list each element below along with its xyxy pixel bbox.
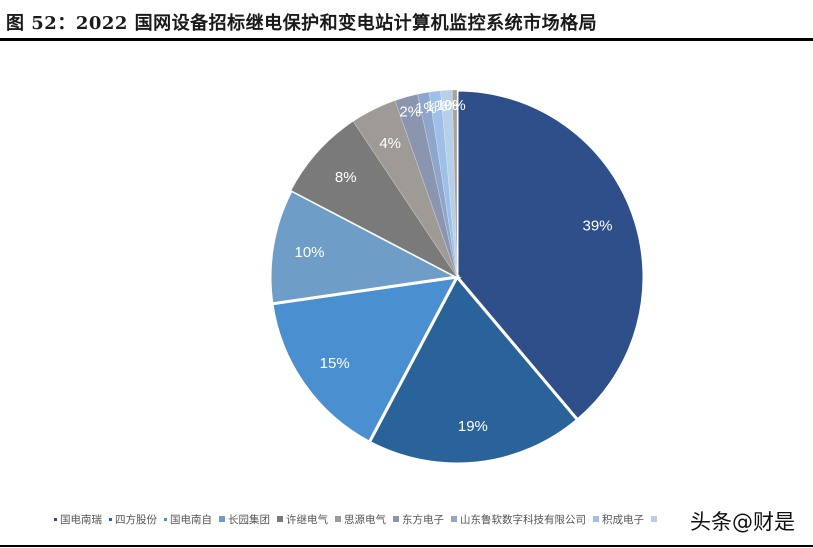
- slice-value-label: 15%: [320, 355, 350, 372]
- pie-slice: [417, 91, 458, 278]
- bottom-rule-divider: [0, 545, 813, 547]
- pie-data-labels: 39%19%15%10%8%4%2%1%1%1%0%: [295, 97, 613, 435]
- legend-item: 东方电子: [393, 512, 444, 527]
- pie-slices: [268, 88, 646, 466]
- legend-swatch-icon: [164, 517, 167, 521]
- legend-swatch-icon: [393, 516, 399, 522]
- legend-item: 积成电子: [593, 512, 644, 527]
- legend-label: 山东鲁软数字科技有限公司: [460, 513, 586, 526]
- legend-swatch-icon: [277, 516, 283, 522]
- slice-value-label: 2%: [399, 103, 421, 120]
- slice-value-label: 1%: [415, 100, 437, 117]
- legend-swatch-icon: [54, 517, 57, 521]
- legend-label: 国电南自: [170, 513, 212, 526]
- pie-slice: [428, 90, 458, 278]
- pie-slice: [394, 93, 458, 278]
- legend-item: 山东鲁软数字科技有限公司: [451, 512, 586, 527]
- legend-item: 思源电气: [335, 512, 386, 527]
- figure-title: 图 52：2022 国网设备招标继电保护和变电站计算机监控系统市场格局: [6, 13, 598, 34]
- pie-slice: [270, 275, 460, 445]
- legend-label: 东方电子: [402, 513, 444, 526]
- slice-value-label: 19%: [458, 418, 488, 435]
- slice-value-label: 1%: [436, 97, 458, 114]
- top-rule-divider: [0, 38, 813, 41]
- pie-chart: 39%19%15%10%8%4%2%1%1%1%0%: [268, 88, 646, 466]
- watermark-text: 头条@财是: [688, 506, 797, 536]
- legend-label: 四方股份: [115, 513, 157, 526]
- legend-item: [651, 516, 660, 522]
- slice-value-label: 39%: [582, 218, 612, 235]
- legend-label: 长园集团: [228, 513, 270, 526]
- legend-swatch-icon: [335, 516, 341, 522]
- legend-swatch-icon: [219, 516, 225, 522]
- pie-slice: [367, 274, 580, 466]
- legend-label: 积成电子: [602, 513, 644, 526]
- slice-value-label: 4%: [379, 135, 401, 152]
- pie-slice: [352, 100, 458, 278]
- legend-item: 许继电气: [277, 512, 328, 527]
- legend-item: 国电南自: [164, 512, 212, 527]
- slice-value-label: 10%: [295, 244, 325, 261]
- legend-label: 思源电气: [344, 513, 386, 526]
- chart-legend: 国电南瑞 四方股份 国电南自 长园集团 许继电气 思源电气 东方电子 山东鲁软数字科技有限公司…: [54, 511, 660, 527]
- legend-swatch-icon: [451, 516, 457, 522]
- legend-label: 许继电气: [286, 513, 328, 526]
- slice-value-label: 8%: [335, 169, 357, 186]
- legend-swatch-icon: [109, 517, 112, 521]
- pie-slice: [290, 121, 458, 278]
- legend-swatch-icon: [651, 516, 657, 522]
- pie-slice: [452, 89, 458, 278]
- pie-slice: [440, 89, 458, 278]
- legend-swatch-icon: [593, 516, 599, 522]
- legend-item: 长园集团: [219, 512, 270, 527]
- legend-item: 四方股份: [109, 512, 157, 527]
- slice-value-label: 1%: [426, 98, 448, 115]
- pie-slice: [455, 88, 646, 423]
- pie-slice: [268, 188, 462, 306]
- slice-value-label: 0%: [444, 97, 466, 114]
- legend-label: 国电南瑞: [60, 513, 102, 526]
- legend-item: 国电南瑞: [54, 512, 102, 527]
